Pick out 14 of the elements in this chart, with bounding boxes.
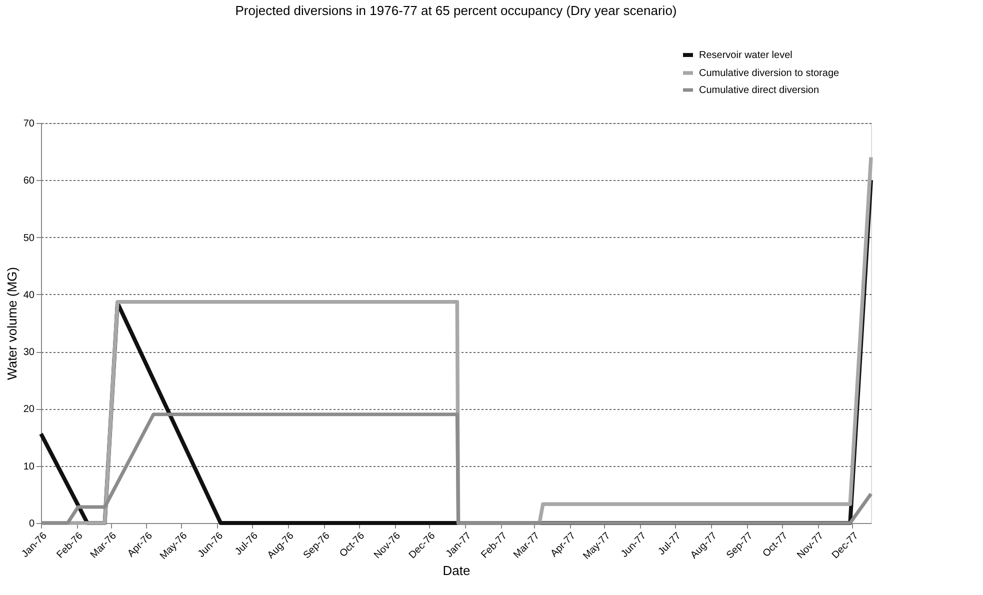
x-axis-title: Date [442,563,470,578]
y-tick-label: 40 [23,290,35,301]
legend-label: Cumulative diversion to storage [699,68,840,79]
y-tick-label: 30 [23,347,35,358]
y-axis-title: Water volume (MG) [4,267,20,380]
legend-label: Reservoir water level [699,50,792,61]
legend-label: Cumulative direct diversion [699,85,820,96]
y-tick-label: 10 [23,461,35,472]
y-tick-label: 70 [23,118,35,130]
chart-title: Projected diversions in 1976-77 at 65 percent occupancy (Dry year scenario) [235,3,677,18]
y-tick-label: 20 [23,404,35,416]
y-tick-label: 60 [23,176,35,187]
y-tick-label: 0 [28,518,35,530]
y-tick-label: 50 [23,232,35,244]
